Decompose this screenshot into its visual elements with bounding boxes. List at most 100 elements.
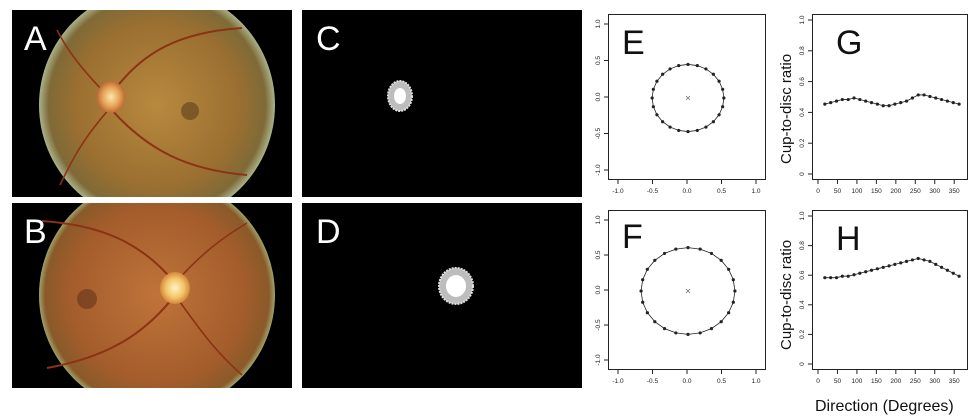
panel-label-d: D	[316, 213, 341, 251]
panel-label-h: H	[836, 220, 861, 258]
contour-point	[711, 120, 715, 124]
contour-point	[686, 129, 690, 134]
x-tick-label: 200	[890, 188, 901, 195]
series-point	[957, 274, 961, 278]
contour-point	[655, 113, 659, 117]
series-point	[864, 270, 868, 274]
x-tick-label: 150	[871, 188, 882, 195]
y-tick-label: -0.5	[595, 128, 602, 140]
contour-point	[651, 87, 655, 91]
contour-point	[674, 247, 678, 251]
fundus-photo-b: B	[12, 203, 292, 388]
contour-point	[704, 67, 708, 71]
contour-point	[709, 251, 714, 256]
x-tick-label: 300	[929, 188, 940, 195]
contour-point	[677, 63, 681, 68]
contour-point	[698, 247, 702, 251]
contour-point	[651, 105, 655, 109]
scatter-plot-f	[608, 210, 766, 370]
scatter-f-axes: -1.0 -0.5 0.0 0.5 1.0 -1.0 -0.5 0.0 0.5 1.0	[595, 215, 761, 385]
series-point	[834, 276, 839, 280]
series-point	[887, 104, 891, 108]
panel-label-g: G	[836, 24, 863, 62]
series-point	[904, 99, 909, 103]
y-tick-label: -0.5	[595, 319, 602, 331]
x-tick-label: 0.5	[717, 188, 726, 195]
contour-point	[695, 128, 699, 133]
line-g-svg	[823, 93, 961, 108]
x-tick-label: -0.5	[647, 188, 659, 195]
y-tick-label: 0.6	[799, 77, 806, 86]
contour-point	[668, 67, 672, 71]
contour-point	[641, 278, 645, 282]
x-tick-label: 0	[816, 188, 820, 195]
series-point	[881, 265, 885, 269]
x-tick-label: 0.5	[717, 378, 726, 385]
series-point	[823, 102, 827, 106]
y-tick-label: 1.0	[595, 19, 602, 28]
contour-point	[674, 331, 678, 335]
panel-label-c: C	[316, 20, 341, 58]
contour-point	[695, 63, 699, 68]
y-tick-label: -1.0	[595, 354, 602, 366]
panel-label-b: B	[24, 213, 47, 251]
contour-point	[711, 72, 715, 76]
segmentation-c-image	[387, 80, 413, 112]
x-tick-label: 300	[929, 378, 940, 385]
contour-point	[717, 79, 721, 83]
segmentation-d-image	[438, 267, 474, 305]
segmentation-d: D	[302, 203, 582, 388]
segmentation-c: C	[302, 10, 582, 197]
fundus-photo-a: A	[12, 10, 292, 197]
series-point	[939, 265, 944, 269]
series-point	[875, 102, 879, 106]
x-tick-label: 350	[949, 188, 960, 195]
series-point	[869, 268, 874, 272]
contour-point	[686, 332, 690, 336]
series-point	[840, 274, 844, 278]
x-tick-label: 250	[910, 378, 921, 385]
x-tick-label: 1.0	[751, 188, 760, 195]
x-tick-label: 0	[816, 378, 820, 385]
contour-point	[650, 96, 654, 100]
x-tick-label: -1.0	[612, 378, 624, 385]
y-tick-label: 0.4	[799, 108, 806, 117]
contour-point	[645, 267, 649, 271]
x-tick-label: 200	[890, 378, 901, 385]
x-tick-label: 350	[949, 378, 960, 385]
contour-point	[698, 331, 702, 335]
contour-point	[668, 125, 672, 129]
contour-point	[686, 246, 690, 250]
contour-point	[717, 113, 721, 117]
y-tick-label: 1.0	[799, 211, 806, 220]
y-tick-label: 0.4	[799, 300, 806, 309]
contour-point	[686, 62, 690, 67]
line-plot-h	[812, 210, 968, 370]
series-point	[823, 276, 827, 280]
x-tick-label: 50	[834, 378, 842, 385]
series-point	[922, 258, 926, 262]
x-tick-label: 250	[910, 188, 921, 195]
y-tick-label: 0	[799, 362, 806, 366]
series-point	[916, 256, 920, 261]
series-point	[922, 93, 926, 97]
series-point	[957, 102, 961, 106]
panel-label-a: A	[24, 20, 47, 58]
y-tick-label: 0.5	[595, 56, 602, 65]
center-mark	[685, 288, 691, 294]
x-tick-label: -1.0	[612, 188, 624, 195]
contour-point	[645, 311, 649, 315]
fundus-b-image	[39, 203, 275, 388]
y-tick-label: 0.0	[595, 285, 602, 294]
contour-point	[639, 289, 643, 293]
contour-point	[655, 79, 659, 83]
y-tick-label: 0.8	[799, 46, 806, 55]
y-tick-label: 0	[799, 172, 806, 176]
x-axis-label: Direction (Degrees)	[815, 398, 954, 415]
series-point	[928, 94, 932, 99]
series-point	[846, 274, 850, 278]
series-point	[910, 96, 915, 100]
series-point	[916, 93, 920, 97]
contour-point	[704, 125, 708, 129]
y-tick-label: 0.2	[799, 330, 806, 339]
